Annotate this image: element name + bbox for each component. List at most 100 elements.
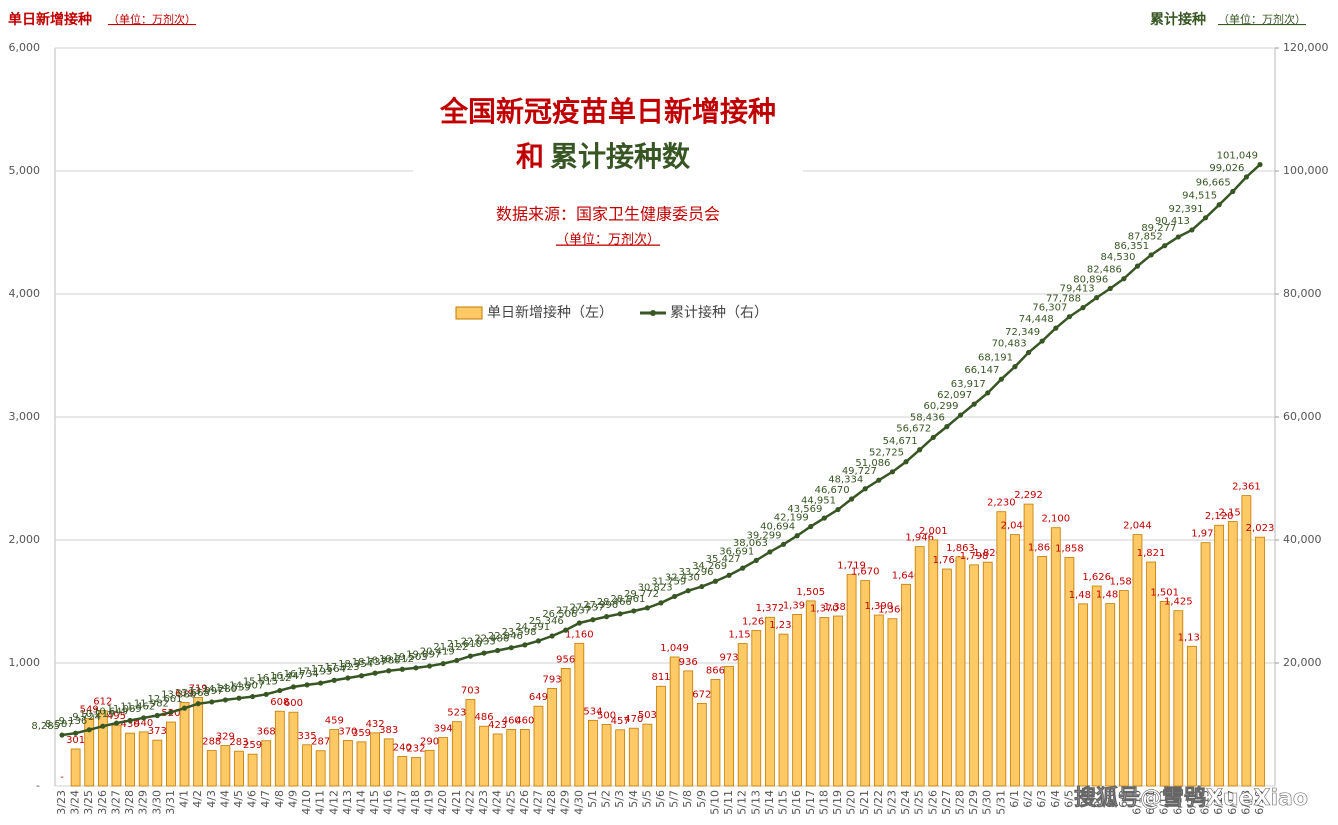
- axis-titles: 单日新增接种 （单位：万剂次） 累计接种 （单位：万剂次）: [8, 11, 1306, 28]
- bar: [1010, 534, 1020, 787]
- bar: [465, 699, 476, 787]
- x-tick-label: 5/8: [681, 790, 694, 808]
- bar-value-label: 500: [597, 711, 616, 722]
- y-tick-label: 1,000: [9, 656, 41, 669]
- bar-value-label: 811: [651, 672, 670, 683]
- line-value-label: 99,026: [1209, 163, 1244, 174]
- line-value-label: 10,219: [79, 709, 114, 720]
- line-marker: [957, 412, 964, 418]
- bar: [628, 727, 639, 787]
- x-tick-label: 6/12: [1158, 790, 1171, 815]
- x-tick-label: 6/5: [1062, 790, 1075, 808]
- line-marker: [508, 645, 514, 651]
- line-value-label: 24,391: [515, 622, 550, 633]
- line-marker: [358, 673, 365, 679]
- bar-value-label: 1,049: [660, 643, 689, 654]
- bar-value-label: 1,589: [1110, 577, 1139, 588]
- line-value-label: 8,587: [45, 719, 74, 730]
- bar: [451, 721, 462, 787]
- line-marker: [372, 670, 378, 676]
- line-value-label: 39,299: [747, 530, 782, 541]
- y2-tick-label: 80,000: [1283, 287, 1322, 300]
- line-marker: [1066, 314, 1073, 320]
- bar: [642, 723, 653, 787]
- unit-note: （单位：万剂次）: [556, 232, 660, 248]
- bar-value-label: 359: [352, 728, 371, 739]
- bar-value-label: 423: [488, 720, 507, 731]
- line-marker: [835, 506, 841, 513]
- x-tick-label: 4/9: [286, 790, 299, 808]
- bar: [1173, 610, 1184, 787]
- line-value-label: 58,436: [910, 413, 945, 424]
- chart-subtitle: 数据来源：国家卫生健康委员会: [496, 205, 720, 224]
- x-tick-label: 5/20: [845, 790, 858, 815]
- line-marker: [181, 705, 188, 711]
- bar: [765, 616, 775, 787]
- bar: [1118, 590, 1129, 787]
- bar: [833, 615, 843, 787]
- bar-value-label: 793: [543, 674, 562, 685]
- y2-tick-label: 20,000: [1283, 656, 1322, 669]
- line-value-label: 38,063: [733, 538, 768, 549]
- line-marker: [277, 687, 283, 694]
- line-marker: [1202, 215, 1209, 221]
- line-marker: [236, 695, 242, 701]
- bar-value-label: -: [60, 772, 64, 783]
- line-value-label: 22,946: [488, 631, 523, 642]
- line-value-label: 87,852: [1128, 232, 1163, 243]
- bar-value-label: 335: [297, 731, 316, 742]
- line-marker: [386, 668, 392, 674]
- line-marker: [86, 727, 92, 733]
- line-marker: [631, 608, 637, 614]
- x-tick-label: 6/11: [1144, 790, 1157, 815]
- line-marker: [195, 701, 201, 707]
- x-tick-label: 5/29: [967, 790, 980, 815]
- x-tick-label: 5/19: [831, 790, 844, 815]
- bar-value-label: 301: [66, 735, 85, 746]
- x-tick-label: 3/30: [150, 790, 163, 815]
- line-marker: [1148, 252, 1154, 258]
- x-tick-label: 6/17: [1226, 790, 1239, 815]
- bar: [193, 697, 204, 787]
- bar-value-label: 1,640: [892, 570, 921, 581]
- bar-value-label: 457: [611, 716, 630, 727]
- x-tick-label: 4/28: [545, 790, 558, 815]
- line-value-label: 8,285: [31, 721, 60, 732]
- line-marker: [331, 677, 337, 683]
- line-marker: [944, 424, 950, 430]
- bar: [329, 729, 340, 787]
- bar: [615, 729, 626, 787]
- bar: [206, 750, 217, 787]
- bar: [1200, 542, 1211, 787]
- x-tick-label: 6/4: [1049, 790, 1062, 808]
- line-value-label: 13,668: [175, 688, 210, 699]
- x-tick-label: 5/16: [790, 790, 803, 815]
- bar: [928, 539, 939, 787]
- x-tick-label: 5/25: [913, 790, 926, 815]
- line-marker: [767, 549, 773, 555]
- line-marker: [426, 663, 433, 669]
- x-tick-label: 4/14: [355, 790, 368, 815]
- line-value-label: 54,671: [883, 436, 918, 447]
- line-value-label: 14,539: [216, 683, 251, 694]
- bar-value-label: 672: [692, 689, 711, 700]
- bar-value-label: 1,764: [933, 555, 962, 566]
- line-value-label: 68,191: [978, 353, 1013, 364]
- x-tick-label: 6/15: [1199, 790, 1212, 815]
- line-value-label: 52,725: [869, 448, 904, 459]
- bar: [969, 564, 980, 787]
- x-tick-label: 5/13: [749, 790, 762, 815]
- line-marker: [1094, 295, 1100, 301]
- line-marker: [1039, 338, 1045, 344]
- line-value-label: 15,515: [243, 677, 278, 688]
- x-tick-label: 5/15: [777, 790, 790, 815]
- y-tick-label: -: [36, 779, 40, 792]
- line-value-label: 25,346: [529, 616, 564, 627]
- bar: [1255, 536, 1265, 787]
- bar: [383, 738, 394, 787]
- x-tick-label: 5/10: [708, 790, 721, 815]
- bar: [179, 702, 190, 787]
- bar: [601, 724, 612, 787]
- bar-value-label: 1,372: [756, 603, 785, 614]
